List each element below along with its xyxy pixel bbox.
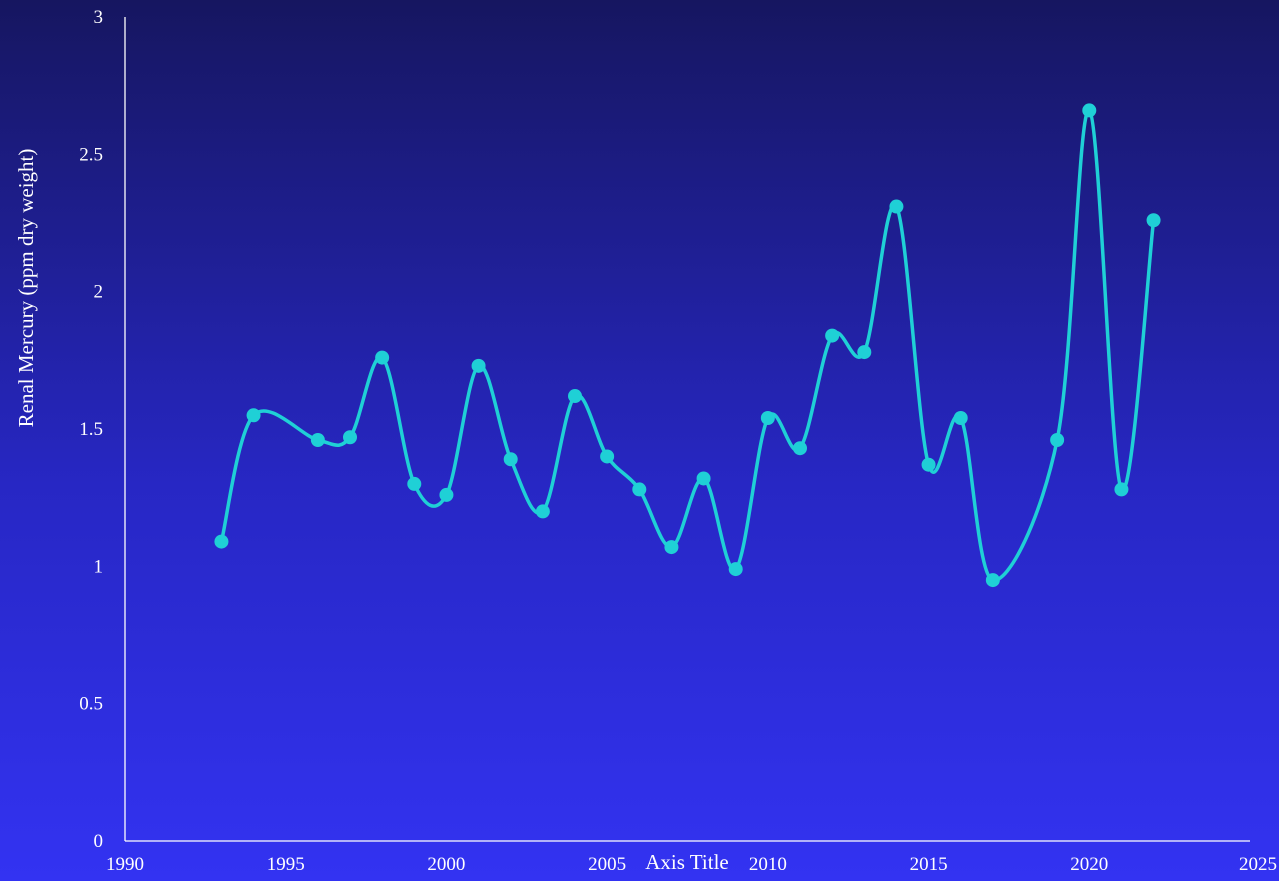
data-point: [407, 476, 422, 491]
data-point: [600, 449, 615, 464]
data-point: [953, 411, 968, 426]
x-tick-labels: 1990 1995 2000 2005 2010 2015 2020 2025: [106, 854, 1277, 875]
data-point: [535, 504, 550, 519]
y-tick-label: 1.5: [79, 419, 103, 440]
y-tick-labels: 0 0.5 1 1.5 2 2.5 3: [79, 7, 103, 852]
x-tick-label: 2010: [749, 854, 787, 875]
data-point: [471, 358, 486, 373]
data-point: [310, 432, 325, 447]
data-point: [921, 457, 936, 472]
data-point: [246, 408, 261, 423]
data-point: [343, 430, 357, 445]
data-point: [728, 562, 743, 577]
series-line: [219, 108, 1156, 582]
data-point: [439, 487, 454, 502]
y-tick-label: 2: [94, 282, 104, 303]
x-tick-label: 2025: [1239, 854, 1277, 875]
data-point: [632, 482, 647, 497]
data-point: [375, 350, 390, 365]
x-tick-label: 2020: [1070, 854, 1108, 875]
data-point: [503, 452, 518, 467]
data-point: [825, 328, 840, 343]
data-point: [889, 199, 904, 214]
data-point: [1050, 432, 1065, 447]
y-tick-label: 0: [94, 831, 104, 852]
x-tick-label: 1990: [106, 854, 144, 875]
x-axis-title: Axis Title: [645, 850, 728, 874]
data-point: [214, 534, 229, 549]
data-point: [793, 441, 807, 456]
data-point: [568, 389, 582, 404]
y-tick-label: 0.5: [79, 694, 103, 715]
data-points: [214, 103, 1161, 588]
x-tick-label: 2005: [588, 854, 626, 875]
data-point: [664, 540, 679, 555]
data-point: [857, 345, 872, 360]
data-point: [1114, 482, 1129, 497]
data-point: [696, 471, 711, 486]
y-tick-label: 1: [94, 556, 104, 577]
x-tick-label: 2015: [910, 854, 948, 875]
data-point: [1146, 213, 1161, 228]
data-point: [760, 411, 775, 426]
y-tick-label: 3: [94, 7, 104, 28]
x-tick-label: 2000: [427, 854, 465, 875]
y-axis-title: Renal Mercury (ppm dry weight): [14, 149, 38, 428]
x-tick-label: 1995: [267, 854, 305, 875]
y-tick-label: 2.5: [79, 144, 103, 165]
data-point: [1082, 103, 1097, 118]
data-point: [985, 573, 1000, 588]
